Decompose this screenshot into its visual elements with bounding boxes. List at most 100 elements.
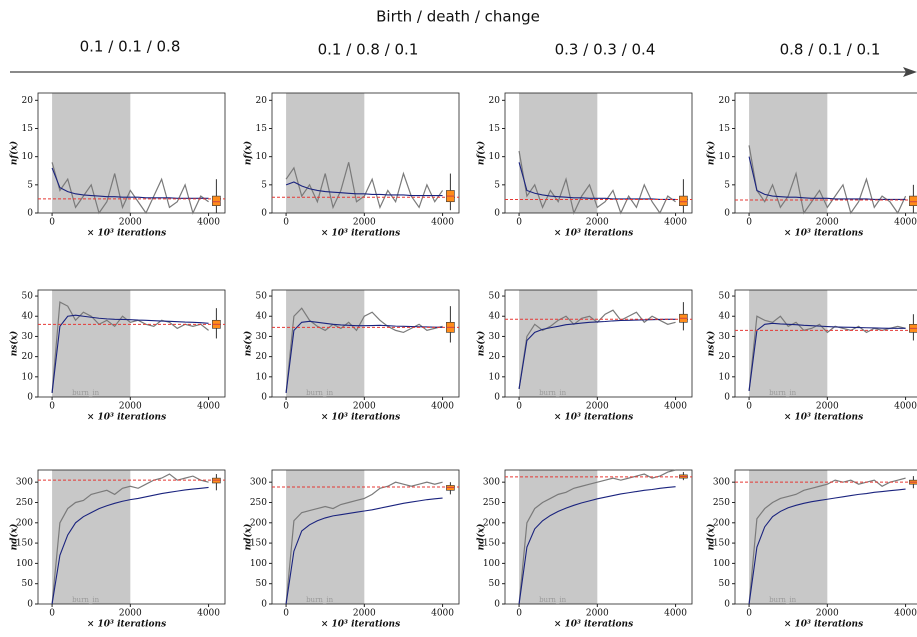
y-axis-label: ns(x) <box>9 331 20 357</box>
running-mean <box>518 486 676 605</box>
x-axis-label: × 10³ iterations <box>321 413 400 423</box>
running-mean <box>518 318 676 390</box>
running-mean <box>285 497 443 605</box>
y-tick-label: 300 <box>250 478 267 488</box>
y-tick-label: 0 <box>261 600 267 610</box>
y-tick-label: 40 <box>22 312 34 322</box>
x-tick-label: 2000 <box>816 609 839 619</box>
x-axis-label: × 10³ iterations <box>784 413 863 423</box>
x-axis-label: × 10³ iterations <box>784 229 863 239</box>
trace-line <box>285 481 443 605</box>
x-tick-label: 4000 <box>894 402 917 412</box>
y-tick-label: 10 <box>256 152 268 162</box>
trace-line <box>518 469 676 605</box>
x-tick-label: 0 <box>746 218 752 228</box>
y-tick-label: 0 <box>261 209 267 219</box>
y-tick-label: 100 <box>250 559 267 569</box>
y-tick-label: 40 <box>719 312 731 322</box>
y-axis-label: nf(x) <box>9 141 20 165</box>
y-axis-label: nd(x) <box>706 524 717 551</box>
y-tick-label: 15 <box>719 124 731 134</box>
x-tick-label: 2000 <box>816 402 839 412</box>
y-tick-label: 20 <box>22 96 34 106</box>
y-tick-label: 10 <box>719 152 731 162</box>
x-tick-label: 2000 <box>119 402 142 412</box>
y-tick-label: 300 <box>16 478 33 488</box>
y-tick-label: 150 <box>713 539 730 549</box>
y-tick-label: 10 <box>22 372 34 382</box>
y-tick-label: 200 <box>713 518 730 528</box>
y-axis-label: nf(x) <box>476 141 487 165</box>
x-tick-label: 4000 <box>894 218 917 228</box>
y-tick-label: 0 <box>27 209 33 219</box>
x-tick-label: 0 <box>516 218 522 228</box>
annotation: burn_in <box>306 596 334 604</box>
plot-frame <box>271 289 460 398</box>
x-axis-label: × 10³ iterations <box>87 229 166 239</box>
x-tick-label: 0 <box>516 609 522 619</box>
y-tick-label: 0 <box>494 393 500 403</box>
x-axis-label: × 10³ iterations <box>321 620 400 630</box>
plot-frame <box>504 469 693 605</box>
x-tick-label: 4000 <box>664 609 687 619</box>
trace-line <box>51 162 209 215</box>
y-tick-label: 250 <box>713 498 730 508</box>
running-mean <box>748 156 906 201</box>
annotation: burn_in <box>769 389 797 397</box>
y-tick-label: 30 <box>256 332 268 342</box>
y-tick-label: 50 <box>489 292 501 302</box>
y-tick-label: 50 <box>719 292 731 302</box>
y-tick-label: 100 <box>483 559 500 569</box>
trace-line <box>285 307 443 394</box>
running-mean <box>51 314 209 394</box>
y-tick-label: 10 <box>22 152 34 162</box>
annotation: burn_in <box>539 596 567 604</box>
y-axis-label: ns(x) <box>476 331 487 357</box>
column-label: 0.3 / 0.3 / 0.4 <box>555 41 656 59</box>
trace-line <box>51 473 209 605</box>
y-tick-label: 20 <box>256 96 268 106</box>
y-tick-label: 10 <box>256 372 268 382</box>
y-tick-label: 0 <box>724 209 730 219</box>
x-tick-label: 2000 <box>353 402 376 412</box>
y-tick-label: 100 <box>713 559 730 569</box>
y-tick-label: 10 <box>489 372 501 382</box>
y-tick-label: 30 <box>22 332 34 342</box>
annotation: burn_in <box>539 389 567 397</box>
burn-in-region <box>286 290 365 397</box>
trace-line <box>748 315 906 392</box>
x-tick-label: 4000 <box>197 402 220 412</box>
y-axis-label: nf(x) <box>706 141 717 165</box>
y-tick-label: 20 <box>719 96 731 106</box>
x-tick-label: 2000 <box>586 218 609 228</box>
y-tick-label: 10 <box>719 372 731 382</box>
x-tick-label: 0 <box>746 609 752 619</box>
y-tick-label: 20 <box>489 96 501 106</box>
y-axis-label: nd(x) <box>9 524 20 551</box>
y-tick-label: 40 <box>256 312 268 322</box>
x-tick-label: 4000 <box>431 609 454 619</box>
plot-frame <box>504 92 693 214</box>
y-tick-label: 50 <box>256 579 268 589</box>
x-tick-label: 2000 <box>119 218 142 228</box>
y-tick-label: 15 <box>22 124 34 134</box>
running-mean <box>51 167 209 199</box>
plot-frame <box>734 92 917 214</box>
y-tick-label: 40 <box>489 312 501 322</box>
burn-in-region <box>519 93 598 213</box>
y-tick-label: 5 <box>494 180 500 190</box>
trace-line <box>51 301 209 394</box>
x-tick-label: 2000 <box>586 609 609 619</box>
trace-line <box>748 477 906 605</box>
y-tick-label: 50 <box>256 292 268 302</box>
x-tick-label: 4000 <box>197 609 220 619</box>
y-tick-label: 150 <box>250 539 267 549</box>
x-tick-label: 0 <box>283 402 289 412</box>
burn-in-region <box>286 470 365 604</box>
plot-frame <box>37 92 226 214</box>
y-tick-label: 0 <box>724 393 730 403</box>
y-tick-label: 150 <box>483 539 500 549</box>
burn-in-region <box>519 470 598 604</box>
plot-frame <box>271 469 460 605</box>
y-tick-label: 0 <box>724 600 730 610</box>
